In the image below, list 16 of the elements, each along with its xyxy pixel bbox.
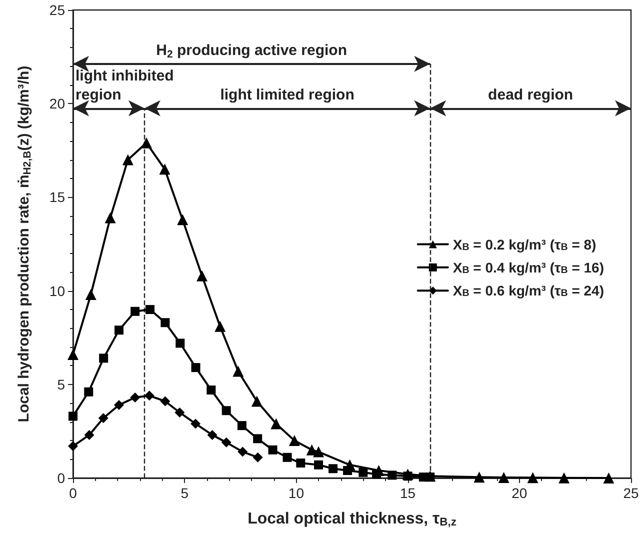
- annotation: dead region: [488, 86, 574, 104]
- y-tick-label: 15: [49, 189, 66, 206]
- y-tick-label: 20: [49, 96, 66, 112]
- annotation: light inhibited region: [76, 67, 174, 104]
- y-tick-label: 10: [49, 282, 66, 299]
- y-tick-label: 5: [57, 376, 66, 392]
- x-tick-label: 10: [288, 485, 304, 501]
- y-tick-label: 25: [49, 2, 66, 18]
- x-tick-label: 15: [400, 485, 416, 501]
- y-axis-title: Local hydrogen production rate, ṁH2,B(z) (kg/m³/h): [16, 66, 34, 422]
- x-tick-label: 20: [512, 485, 528, 501]
- annotation: light limited region: [220, 86, 354, 104]
- x-tick-label: 5: [180, 485, 189, 501]
- y-tick-label: 0: [57, 470, 66, 486]
- x-tick-label: 0: [69, 485, 78, 501]
- x-tick-label: 25: [623, 485, 639, 501]
